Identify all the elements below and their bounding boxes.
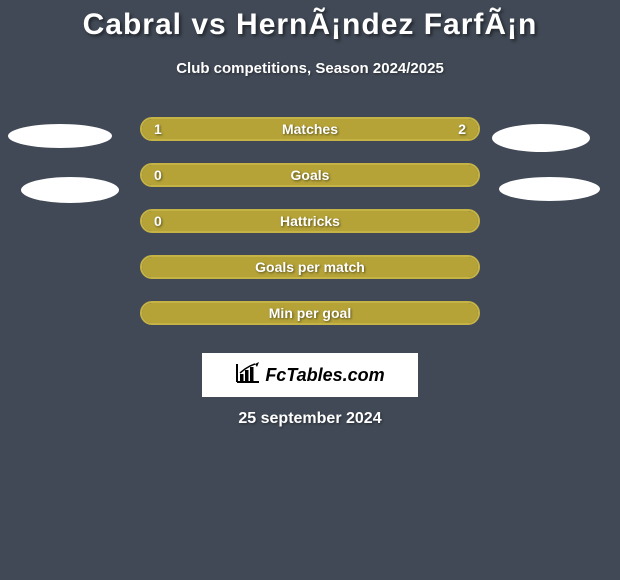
stat-bar: 0Goals <box>140 163 480 187</box>
bar-right-fill <box>142 303 478 323</box>
stat-row: Min per goal <box>0 301 620 347</box>
page-title: Cabral vs HernÃ¡ndez FarfÃ¡n <box>0 0 620 42</box>
bar-chart-icon <box>235 362 261 389</box>
team-badge-placeholder <box>492 124 590 152</box>
fctables-logo[interactable]: FcTables.com <box>202 353 418 397</box>
stat-value-left: 0 <box>154 211 162 231</box>
stat-rows: 12Matches0Goals0HattricksGoals per match… <box>0 117 620 347</box>
stat-bar: 12Matches <box>140 117 480 141</box>
subtitle: Club competitions, Season 2024/2025 <box>0 60 620 77</box>
date-label: 25 september 2024 <box>0 410 620 428</box>
team-badge-placeholder <box>499 177 600 201</box>
logo-text: FcTables.com <box>265 365 384 386</box>
stat-bar: Min per goal <box>140 301 480 325</box>
team-badge-placeholder <box>21 177 119 203</box>
stat-value-right: 2 <box>458 119 466 139</box>
stat-value-left: 1 <box>154 119 162 139</box>
stat-row: Goals per match <box>0 255 620 301</box>
bar-right-fill <box>142 211 478 231</box>
team-badge-placeholder <box>8 124 112 148</box>
stat-value-left: 0 <box>154 165 162 185</box>
bar-right-fill <box>142 165 478 185</box>
bar-right-fill <box>142 257 478 277</box>
bar-right-fill <box>254 119 478 139</box>
stat-row: 0Hattricks <box>0 209 620 255</box>
stat-bar: 0Hattricks <box>140 209 480 233</box>
stat-bar: Goals per match <box>140 255 480 279</box>
